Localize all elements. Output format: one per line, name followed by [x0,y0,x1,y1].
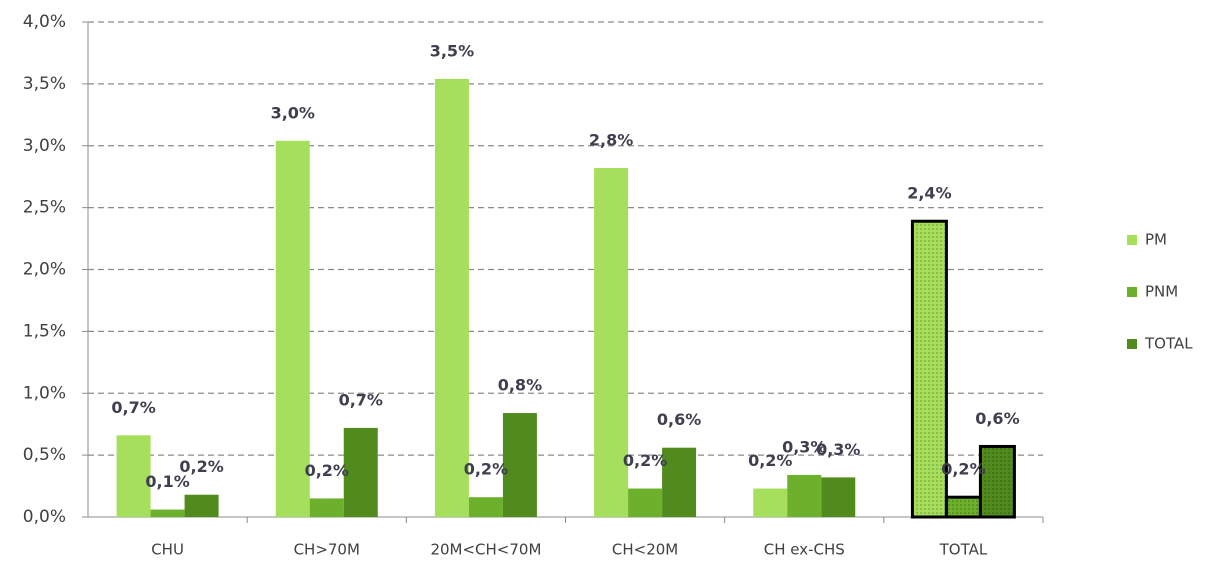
bar [821,477,856,517]
y-tick-label: 3,0% [23,136,66,156]
x-tick-label: CHU [151,541,184,559]
bar [662,447,697,517]
legend-label: PM [1145,231,1167,249]
bar [468,497,503,517]
value-label: 0,7% [339,390,383,409]
bar [753,488,788,517]
y-tick-label: 0,0% [23,507,66,527]
x-tick-label: CH<20M [612,541,678,559]
bar [150,509,185,517]
legend-swatch [1127,287,1137,297]
value-label: 0,8% [498,376,542,395]
value-label: 0,2% [464,460,508,479]
bar [594,168,629,517]
value-label: 0,2% [305,461,349,480]
value-label: 0,3% [816,440,860,459]
bar [343,427,378,517]
bar-pattern [946,497,981,517]
bar [309,498,344,517]
x-tick-label: CH ex-CHS [764,541,845,559]
value-label: 0,2% [623,451,667,470]
bar [502,413,537,517]
y-tick-label: 1,5% [23,321,66,341]
x-tick-label: 20M<CH<70M [430,541,541,559]
value-label: 0,2% [179,457,223,476]
bar-pattern [912,221,947,518]
legend-swatch [1127,235,1137,245]
bar [434,78,469,518]
value-label: 0,2% [748,451,792,470]
y-tick-label: 1,0% [23,383,66,403]
value-label: 0,6% [975,409,1019,428]
legend-swatch [1127,339,1137,349]
legend-label: TOTAL [1144,335,1193,353]
bar [184,494,219,517]
bar [116,435,151,517]
bar [275,140,310,518]
value-label: 0,6% [657,410,701,429]
y-tick-label: 4,0% [23,12,66,32]
value-label: 0,1% [145,472,189,491]
value-label: 2,4% [907,184,951,203]
value-label: 0,3% [782,437,826,456]
value-label: 3,5% [430,41,474,60]
bar [628,488,663,517]
y-tick-label: 2,5% [23,198,66,218]
x-tick-label: CH>70M [294,541,360,559]
legend-label: PNM [1145,283,1178,301]
y-tick-label: 2,0% [23,260,66,280]
bar [787,474,822,517]
y-tick-label: 0,5% [23,445,66,465]
bar-pattern [980,446,1015,517]
value-label: 2,8% [589,131,633,150]
x-tick-label: TOTAL [939,541,988,559]
value-label: 0,7% [111,398,155,417]
value-label: 0,2% [941,460,985,479]
value-label: 3,0% [271,103,315,122]
y-tick-label: 3,5% [23,74,66,94]
